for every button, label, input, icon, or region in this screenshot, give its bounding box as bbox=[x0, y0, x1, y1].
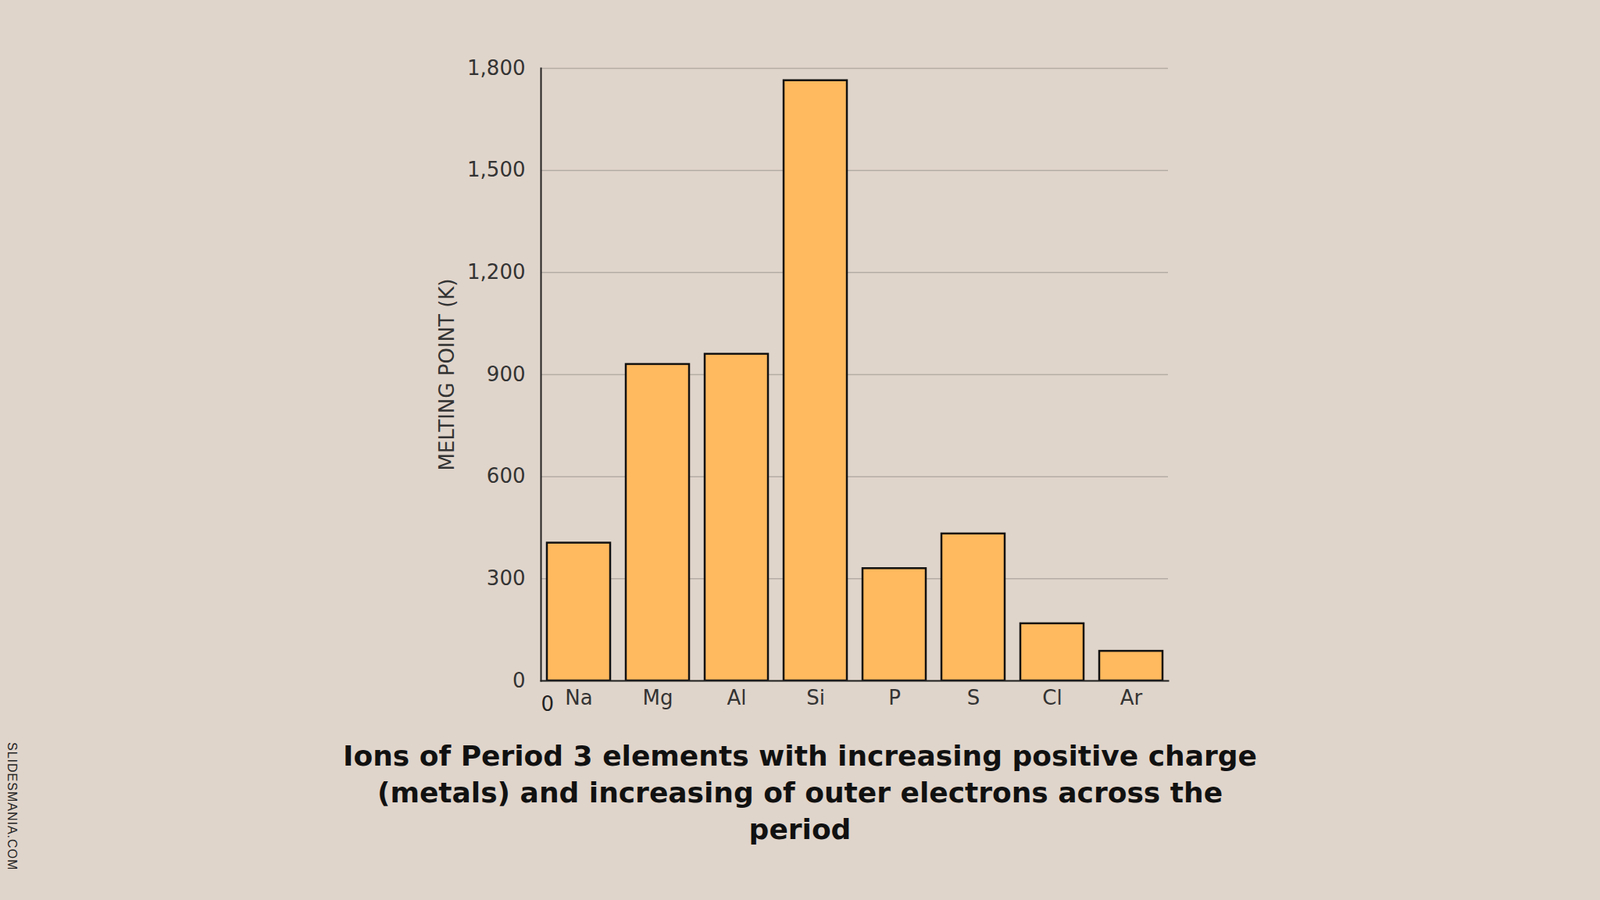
svg-text:S: S bbox=[967, 685, 981, 710]
svg-text:0: 0 bbox=[512, 668, 526, 693]
svg-text:Na: Na bbox=[564, 685, 593, 710]
svg-text:900: 900 bbox=[486, 362, 526, 386]
svg-text:P: P bbox=[888, 685, 901, 710]
svg-text:Al: Al bbox=[726, 685, 747, 710]
svg-text:Si: Si bbox=[806, 685, 825, 710]
svg-text:MELTING POINT (K): MELTING POINT (K) bbox=[435, 278, 459, 472]
svg-text:600: 600 bbox=[486, 464, 526, 488]
html-text:Ions of Period 3 elements with: Ions of Period 3 elements with increasin… bbox=[342, 739, 1258, 845]
svg-text:1,500: 1,500 bbox=[467, 157, 525, 182]
svg-text:1,200: 1,200 bbox=[467, 260, 525, 284]
svg-text:0: 0 bbox=[541, 692, 555, 716]
svg-text:Mg: Mg bbox=[642, 685, 674, 710]
svg-text:Ar: Ar bbox=[1120, 685, 1143, 710]
svg-text:300: 300 bbox=[486, 566, 526, 590]
svg-text:Cl: Cl bbox=[1042, 685, 1062, 710]
svg-text:1,800: 1,800 bbox=[467, 56, 525, 80]
html-text:SLIDESMANIA.COM: SLIDESMANIA.COM bbox=[5, 742, 19, 871]
